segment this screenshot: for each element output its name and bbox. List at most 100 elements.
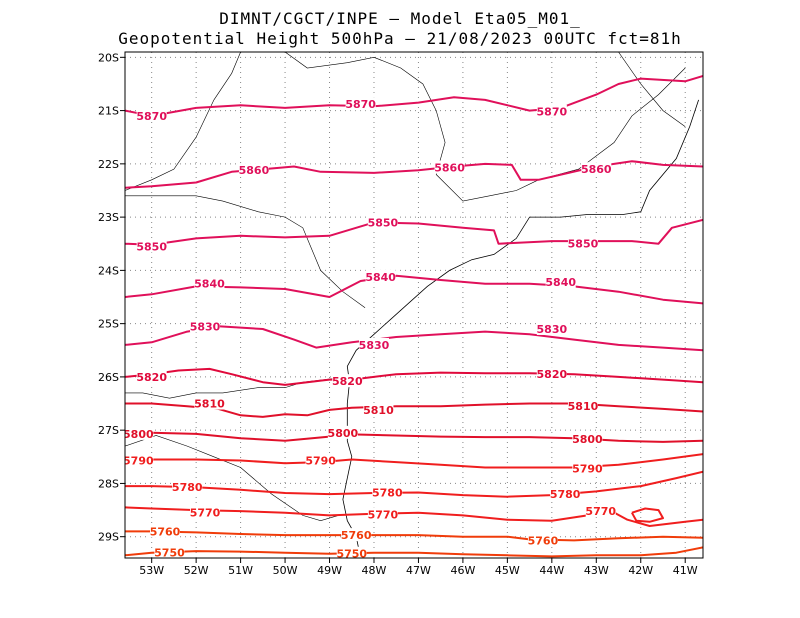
- contour-label-5770: 5770: [368, 508, 399, 521]
- x-tick-label: 52W: [184, 564, 209, 577]
- contour-label-5850: 5850: [568, 238, 599, 251]
- contour-label-5820: 5820: [136, 371, 167, 384]
- contour-label-5760: 5760: [150, 525, 181, 538]
- x-tick-label: 51W: [228, 564, 253, 577]
- contour-label-bg: [434, 160, 465, 174]
- contour-label-bg: [125, 453, 154, 467]
- contour-label-5800: 5800: [572, 433, 603, 446]
- contour-label-bg: [172, 480, 203, 494]
- y-tick-label: 20S: [98, 51, 119, 64]
- contour-label-bg: [336, 546, 367, 558]
- contour-label-5840: 5840: [365, 271, 396, 284]
- contour-label-bg: [572, 432, 603, 446]
- contour-label-bg: [238, 163, 269, 177]
- x-axis-ticks: 53W 52W 51W 50W 49W 48W 47W 46W 45W 44W 43W 42W 41W: [139, 558, 698, 577]
- contour-label-5780: 5780: [172, 481, 203, 494]
- x-tick-label: 44W: [539, 564, 564, 577]
- contour-label-bg: [372, 485, 403, 499]
- contour-label-bg: [572, 461, 603, 475]
- contour-label-bg: [363, 402, 394, 416]
- contour-label-bg: [150, 524, 181, 538]
- contour-line-5780: [125, 470, 703, 498]
- contour-label-5780: 5780: [550, 488, 581, 501]
- contour-label-bg: [305, 453, 336, 467]
- contour-line-5770: [631, 507, 664, 523]
- contour-label-5790: 5790: [305, 455, 336, 468]
- contour-label-bg: [190, 505, 221, 519]
- contour-line-5820: [125, 367, 703, 386]
- state-border: [284, 52, 686, 202]
- contour-label-bg: [136, 369, 167, 383]
- state-border: [125, 195, 366, 308]
- x-tick-label: 47W: [406, 564, 431, 577]
- x-tick-label: 42W: [628, 564, 653, 577]
- contour-label-5760: 5760: [341, 529, 372, 542]
- contour-label-5870: 5870: [537, 106, 568, 119]
- y-tick-label: 27S: [98, 424, 119, 437]
- state-border: [618, 52, 686, 127]
- contour-label-5750: 5750: [336, 548, 367, 561]
- contour-label-5790: 5790: [123, 455, 154, 468]
- contour-line-5860: [125, 160, 703, 189]
- contour-label-5800: 5800: [328, 427, 359, 440]
- contour-label-5750: 5750: [154, 547, 185, 560]
- contour-label-bg: [154, 545, 185, 558]
- contour-label-bg: [194, 276, 225, 290]
- contour-label-layer: 5870 5870 5870 5860 5860 5860 5850 5850 5850 5840…: [123, 97, 616, 561]
- x-tick-label: 50W: [273, 564, 298, 577]
- y-axis-ticks: 20S 21S 22S 23S 24S 25S 26S 27S 28S 29S: [98, 51, 125, 544]
- contour-layer: [125, 75, 703, 558]
- x-tick-label: 41W: [673, 564, 698, 577]
- contour-label-bg: [536, 104, 567, 118]
- y-tick-label: 23S: [98, 211, 119, 224]
- contour-label-bg: [536, 367, 567, 381]
- contour-label-bg: [358, 337, 389, 351]
- contour-label-5760: 5760: [528, 534, 559, 547]
- contour-label-5830: 5830: [359, 339, 390, 352]
- grid-layer: [125, 52, 703, 558]
- contour-label-5810: 5810: [194, 398, 225, 411]
- chart-title-line-1: DIMNT/CGCT/INPE – Model Eta05_M01_: [219, 9, 581, 28]
- state-border: [125, 435, 339, 522]
- contour-label-bg: [194, 396, 225, 410]
- x-tick-label: 43W: [584, 564, 609, 577]
- contour-label-5870: 5870: [345, 98, 376, 111]
- plot-frame: [124, 51, 704, 559]
- contour-line-5790: [125, 453, 703, 469]
- contour-line-5750: [125, 546, 703, 558]
- contour-line-5850: [125, 218, 703, 246]
- y-tick-label: 26S: [98, 371, 119, 384]
- contour-label-bg: [345, 97, 376, 111]
- x-tick-label: 45W: [495, 564, 520, 577]
- contour-label-5860: 5860: [581, 163, 612, 176]
- contour-label-bg: [341, 528, 372, 542]
- contour-label-bg: [327, 425, 358, 439]
- contour-label-5800: 5800: [123, 428, 154, 441]
- contour-label-5770: 5770: [585, 505, 616, 518]
- y-tick-label: 24S: [98, 264, 119, 277]
- contour-label-bg: [367, 215, 398, 229]
- y-tick-label: 28S: [98, 477, 119, 490]
- contour-label-5850: 5850: [368, 216, 399, 229]
- contour-label-bg: [581, 162, 612, 176]
- contour-label-bg: [527, 533, 558, 547]
- contour-label-5810: 5810: [568, 400, 599, 413]
- contour-label-bg: [585, 504, 616, 518]
- y-tick-label: 22S: [98, 158, 119, 171]
- contour-label-5870: 5870: [136, 110, 167, 123]
- contour-label-bg: [545, 275, 576, 289]
- x-tick-label: 48W: [362, 564, 387, 577]
- contour-line-5800: [125, 431, 703, 443]
- chart-title-line-2: Geopotential Height 500hPa – 21/08/2023 …: [118, 29, 682, 48]
- contour-label-5810: 5810: [363, 404, 394, 417]
- x-tick-label: 46W: [450, 564, 475, 577]
- y-tick-label: 21S: [98, 105, 119, 118]
- contour-line-5870: [125, 75, 703, 117]
- contour-label-5790: 5790: [572, 463, 603, 476]
- contour-label-5820: 5820: [332, 375, 363, 388]
- contour-label-5770: 5770: [190, 507, 221, 520]
- contour-label-5860: 5860: [434, 162, 465, 175]
- contour-line-5760: [125, 530, 703, 542]
- geography-layer: [125, 52, 699, 558]
